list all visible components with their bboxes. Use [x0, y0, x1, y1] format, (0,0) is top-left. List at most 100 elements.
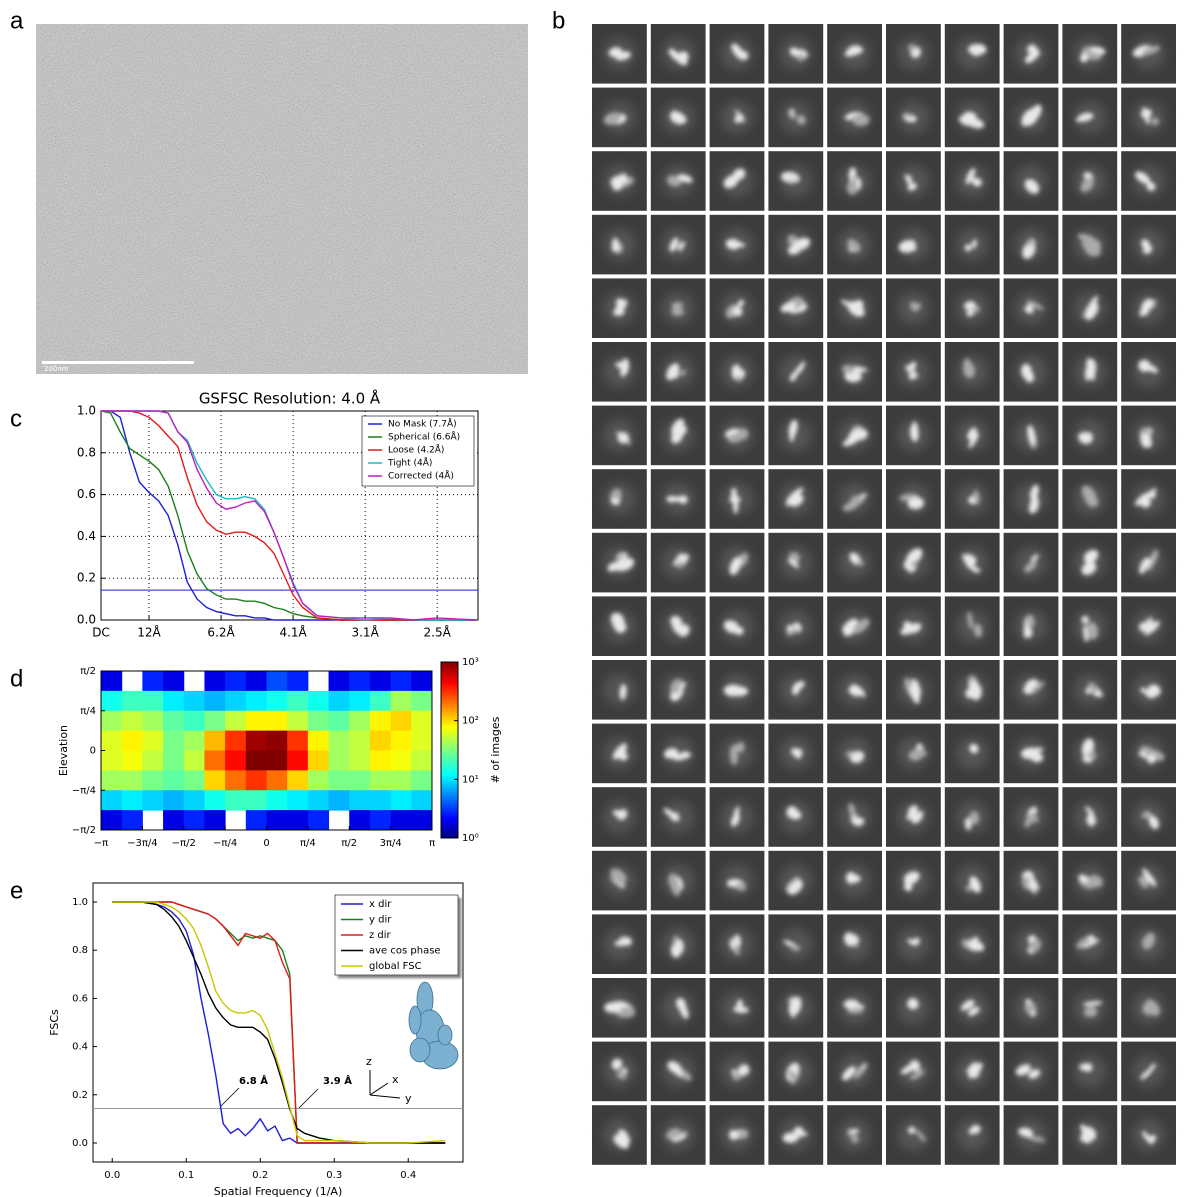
particle-lobe: [1028, 881, 1037, 895]
particle-lobe: [903, 872, 919, 885]
hex-cell: [266, 671, 288, 692]
colorbar-label: # of images: [489, 716, 502, 783]
hex-cell: [390, 730, 412, 751]
particle-lobe: [1085, 52, 1102, 61]
particle-lobe: [907, 497, 924, 510]
hex-cell: [390, 710, 412, 732]
class-particle: [1024, 179, 1040, 194]
particle-lobe: [1075, 114, 1094, 122]
particle-lobe: [1139, 301, 1152, 317]
class-particle: [965, 811, 980, 831]
hex-cell: [121, 690, 143, 712]
class-particle: [670, 935, 684, 958]
particle-lobe: [968, 432, 979, 449]
colorbar-tick-label: 10³: [462, 657, 479, 668]
particle-lobe: [844, 114, 853, 121]
particle-lobe: [971, 238, 977, 249]
particle-lobe: [842, 618, 858, 633]
class-particle: [960, 999, 980, 1016]
hex-cell: [349, 790, 371, 811]
hexbin-chart: −π −3π/4 −π/2 −π/4 0 π/4 π/2 3π/4 π −π/2 −π/4 0 π/4 π…: [57, 657, 502, 849]
class-halo: [897, 1055, 930, 1088]
class-particle: [1025, 44, 1041, 64]
class-particle: [843, 999, 865, 1014]
class-particle: [611, 1058, 628, 1080]
particle-lobe: [973, 489, 980, 505]
particle-lobe: [679, 241, 685, 249]
class-particle: [611, 237, 623, 254]
particle-lobe: [611, 237, 619, 252]
x-tick-label: 3π/4: [380, 838, 402, 849]
class-particle: [841, 364, 868, 383]
y-tick-label: 0.8: [72, 945, 88, 956]
particle-lobe: [616, 875, 627, 886]
hex-cell: [390, 790, 412, 811]
molecule-lobe: [437, 1024, 453, 1046]
class-particle: [842, 425, 868, 447]
particle-lobe: [857, 559, 864, 566]
class-particle: [604, 1001, 636, 1018]
particle-lobe: [723, 684, 743, 697]
class-particle: [788, 108, 806, 125]
particle-lobe: [1142, 45, 1160, 56]
particle-lobe: [1147, 754, 1156, 764]
particle-lobe: [738, 741, 745, 753]
class-particle: [603, 112, 627, 125]
hex-cell: [163, 750, 185, 771]
hex-cell: [245, 690, 267, 712]
class-particle: [786, 1062, 801, 1085]
particle-lobe: [788, 880, 803, 895]
class-particle: [1027, 425, 1037, 449]
particle-lobe: [848, 428, 864, 440]
particle-lobe: [670, 876, 681, 897]
particle-lobe: [1151, 117, 1159, 126]
particle-lobe: [1086, 622, 1099, 640]
hex-cell: [411, 810, 433, 831]
hex-cell: [101, 710, 123, 732]
panel-label: b: [552, 7, 565, 34]
scale-bar: [42, 361, 194, 364]
hex-cell: [266, 730, 288, 751]
particle-lobe: [1078, 874, 1089, 883]
particle-lobe: [731, 813, 740, 827]
particle-lobe: [797, 680, 805, 688]
particle-lobe: [971, 746, 979, 753]
class-particle: [734, 109, 746, 123]
particle-lobe: [1026, 1135, 1046, 1142]
particle-lobe: [1149, 1063, 1156, 1071]
particle-lobe: [680, 369, 686, 376]
particle-lobe: [846, 1009, 864, 1014]
particle-lobe: [1026, 747, 1044, 753]
class-particle: [1081, 549, 1099, 576]
particle-lobe: [973, 623, 983, 638]
class-particle: [1024, 300, 1044, 314]
class-particle: [1138, 359, 1158, 373]
class-particle: [665, 495, 688, 504]
particle-lobe: [1077, 233, 1097, 244]
hex-cell: [121, 790, 143, 811]
class-particle: [1135, 171, 1156, 191]
class-particle: [1079, 1062, 1093, 1072]
class-particle: [904, 174, 918, 191]
hex-cell: [204, 750, 226, 771]
hex-cell: [411, 790, 433, 811]
class-particle: [612, 743, 628, 761]
x-tick-label: 0.4: [400, 1170, 416, 1181]
particle-lobe: [1086, 357, 1091, 375]
class-halo: [1132, 1119, 1165, 1151]
hex-cell: [349, 730, 371, 751]
molecule-lobe: [408, 1005, 422, 1035]
class-halo: [662, 228, 695, 261]
class-particle: [785, 487, 804, 507]
particle-lobe: [1140, 1068, 1153, 1080]
hex-cell: [266, 810, 288, 831]
legend-label: ave cos phase: [369, 946, 441, 957]
particle-lobe: [972, 1124, 980, 1134]
particle-lobe: [1027, 239, 1034, 247]
hex-cell: [204, 690, 226, 712]
class-particle: [964, 301, 980, 317]
class-particle: [615, 430, 632, 445]
particle-lobe: [614, 941, 625, 947]
class-particle: [615, 358, 630, 378]
particle-lobe: [732, 743, 741, 752]
